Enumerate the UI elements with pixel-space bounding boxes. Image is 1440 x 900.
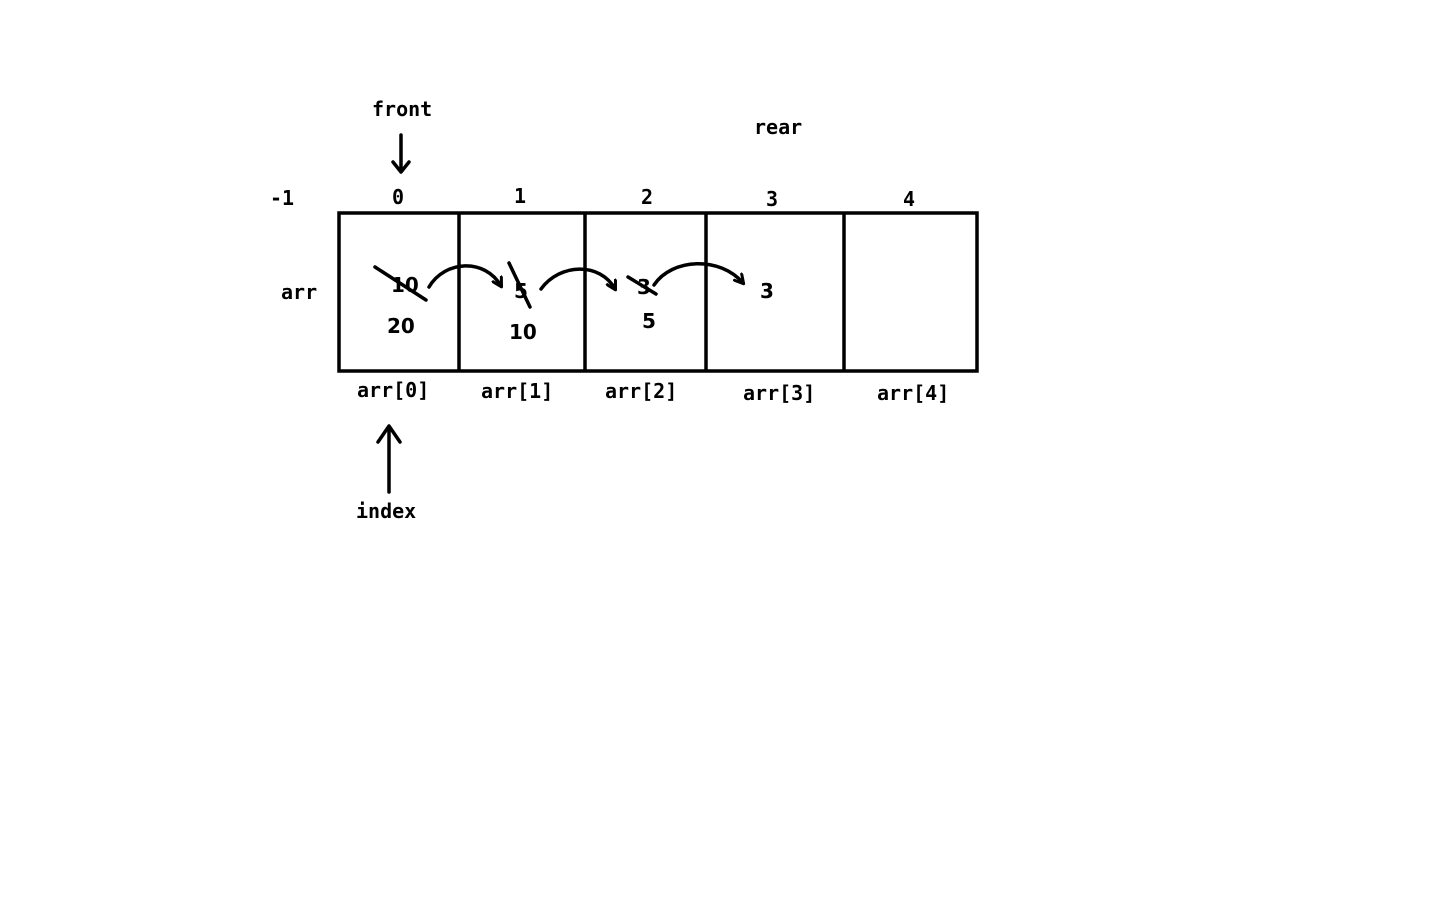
cell-3-new-value: 3 bbox=[760, 279, 774, 303]
index-1: 1 bbox=[514, 184, 526, 208]
rear-label: rear bbox=[754, 115, 802, 139]
array-cells bbox=[337, 211, 979, 373]
index-arrow bbox=[376, 424, 402, 494]
strike-mark-0 bbox=[373, 265, 428, 302]
shift-arrow-1-to-2 bbox=[539, 267, 615, 289]
slot-label-0: arr[0] bbox=[357, 378, 429, 402]
index-3: 3 bbox=[766, 187, 778, 211]
cell-2-new-value: 5 bbox=[642, 309, 656, 333]
slot-label-3: arr[3] bbox=[743, 381, 815, 405]
index-minus-one: -1 bbox=[270, 186, 294, 210]
front-arrow bbox=[391, 133, 411, 174]
array-name: arr bbox=[281, 280, 317, 304]
cell-1-new-value: 10 bbox=[509, 320, 537, 344]
slot-label-1: arr[1] bbox=[481, 379, 553, 403]
strike-mark-1 bbox=[507, 261, 532, 309]
array-outline bbox=[337, 211, 979, 373]
strike-mark-2 bbox=[626, 275, 658, 296]
shift-arrow-0-to-1 bbox=[427, 264, 501, 289]
slot-label-4: arr[4] bbox=[877, 381, 949, 405]
index-label: index bbox=[356, 499, 416, 523]
shift-arrow-2-to-3 bbox=[652, 262, 743, 287]
cell-0-new-value: 20 bbox=[387, 314, 415, 338]
index-2: 2 bbox=[641, 185, 653, 209]
index-4: 4 bbox=[903, 187, 915, 211]
index-0: 0 bbox=[392, 185, 404, 209]
slot-label-2: arr[2] bbox=[605, 379, 677, 403]
front-label: front bbox=[372, 97, 432, 121]
